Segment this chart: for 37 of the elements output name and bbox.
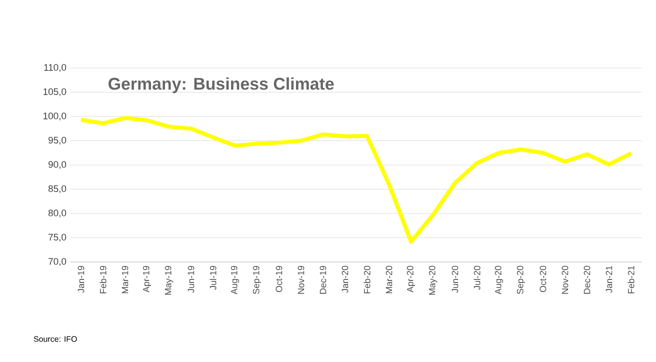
x-tick-label: Sep-20 [516,266,526,294]
y-tick-label: 90,0 [48,161,66,169]
x-tick-label: Feb-21 [628,266,634,294]
x-tick-label: Oct-19 [276,266,282,292]
x-tick-label: Sep-19 [252,266,262,294]
x-tick-label: Jul-20 [474,266,480,290]
y-tick-label: 70,0 [48,258,66,266]
y-tick-label: 85,0 [48,185,66,194]
x-tick-label: Dec-19 [320,266,326,294]
x-tick-label: Jun-19 [188,266,194,293]
y-tick-label: 80,0 [48,210,66,218]
x-tick-label: Jan-21 [606,266,612,293]
y-tick-label: 105,0 [44,88,66,96]
x-tick-label: Dec-20 [584,266,590,294]
x-tick-label: Feb-19 [100,266,106,294]
x-tick-label: Jun-20 [452,266,458,293]
x-tick-label: May-20 [428,266,438,295]
y-tick-label: 75,0 [48,234,66,242]
x-tick-label: Jul-19 [210,266,216,290]
y-tick-label: 95,0 [48,136,66,145]
x-tick-label: Nov-20 [562,266,568,294]
text: Germany: Business Climate [108,77,334,94]
x-tick-label: Jan-19 [78,266,84,293]
x-tick-label: Apr-20 [406,266,416,292]
x-tick-label: Apr-19 [142,266,152,292]
x-tick-label: Oct-20 [540,266,546,292]
x-tick-label: Nov-19 [298,266,304,294]
y-tick-label: 110,0 [44,64,66,72]
x-tick-label: Jan-20 [342,266,348,293]
line-series [79,116,634,244]
x-tick-label: Aug-20 [494,266,504,294]
y-tick-label: 100,0 [44,112,66,120]
x-tick-label: May-19 [164,266,174,295]
x-tick-label: Aug-19 [230,266,240,294]
x-tick-label: Mar-19 [122,266,128,294]
x-tick-label: Feb-20 [364,266,370,294]
x-tick-label: Mar-20 [386,266,392,294]
